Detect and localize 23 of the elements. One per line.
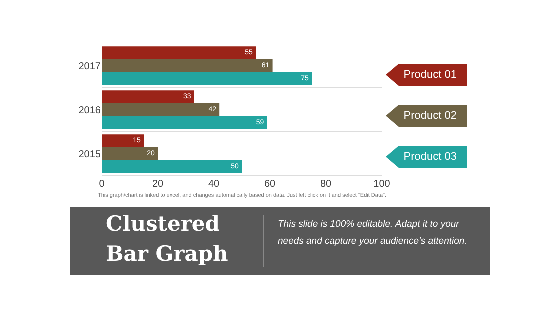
text: Clustered Bar Graph [106, 210, 230, 268]
y-tick-label: 2015 [78, 150, 102, 160]
bar [102, 116, 268, 130]
x-tick-label: 40 [208, 179, 220, 190]
x-tick-label: 60 [264, 179, 276, 190]
bar [102, 160, 242, 174]
bar [102, 134, 144, 148]
text: This slide is 100% editable. Adapt it to your needs and capture your audience's attention. [278, 218, 468, 249]
y-tick-label: 2016 [78, 106, 102, 116]
text: Product 02 [386, 105, 467, 127]
x-tick-label: 100 [374, 179, 391, 190]
x-tick-label: 20 [152, 179, 164, 190]
bar [102, 72, 312, 86]
x-tick-label: 0 [99, 179, 106, 190]
bar [102, 148, 158, 160]
bar [102, 104, 220, 116]
y-tick-label: 2017 [78, 62, 102, 72]
bar [102, 90, 194, 104]
bar [102, 46, 256, 60]
x-tick-label: 80 [320, 179, 332, 190]
text: Product 01 [386, 64, 467, 86]
text: Product 03 [386, 146, 467, 168]
bar [102, 60, 273, 72]
